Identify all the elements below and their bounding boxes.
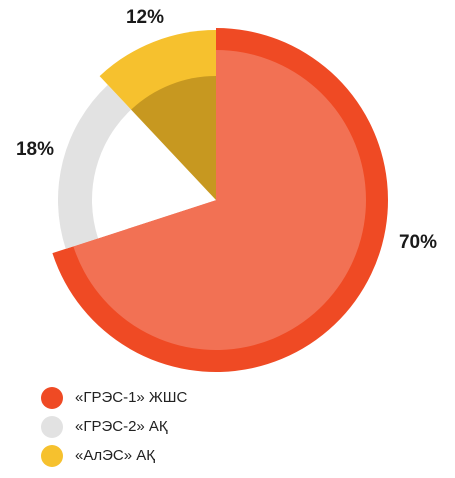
legend-swatch xyxy=(41,416,63,438)
slice xyxy=(99,30,216,200)
legend-swatch xyxy=(41,445,63,467)
slice xyxy=(52,28,388,372)
legend-label: «ГРЭС-2» АҚ xyxy=(75,418,168,435)
value-label: 12% xyxy=(126,7,164,28)
legend-label: «ГРЭС-1» ЖШС xyxy=(75,389,188,406)
legend-swatch xyxy=(41,387,63,409)
value-label: 70% xyxy=(399,232,437,253)
slice-inner xyxy=(73,50,367,350)
value-label: 18% xyxy=(16,139,54,160)
slice-inner xyxy=(131,76,216,200)
legend-label: «АлЭС» АҚ xyxy=(75,447,155,464)
slice-inner xyxy=(92,109,216,239)
